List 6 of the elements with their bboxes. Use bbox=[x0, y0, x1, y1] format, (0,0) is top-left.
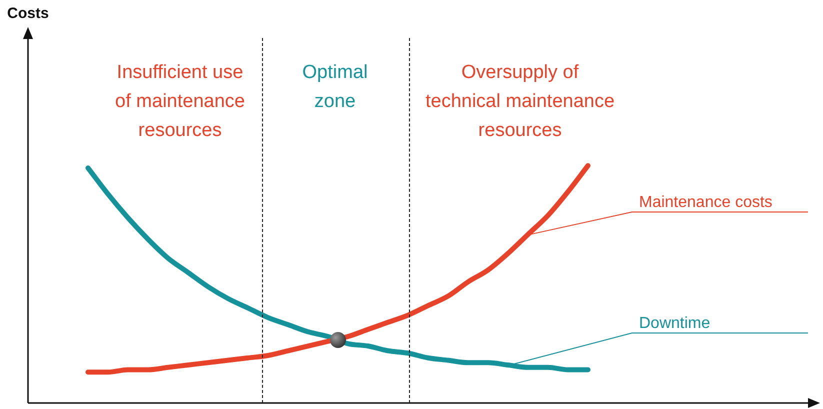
text: Maintenance costs bbox=[639, 194, 772, 211]
text: Costs bbox=[7, 5, 49, 22]
text: Optimal zone bbox=[302, 62, 368, 112]
text: Insufficient use of maintenance resources bbox=[115, 62, 245, 141]
text: Downtime bbox=[639, 315, 710, 332]
text: Oversupply of technical maintenance resources bbox=[425, 62, 615, 141]
